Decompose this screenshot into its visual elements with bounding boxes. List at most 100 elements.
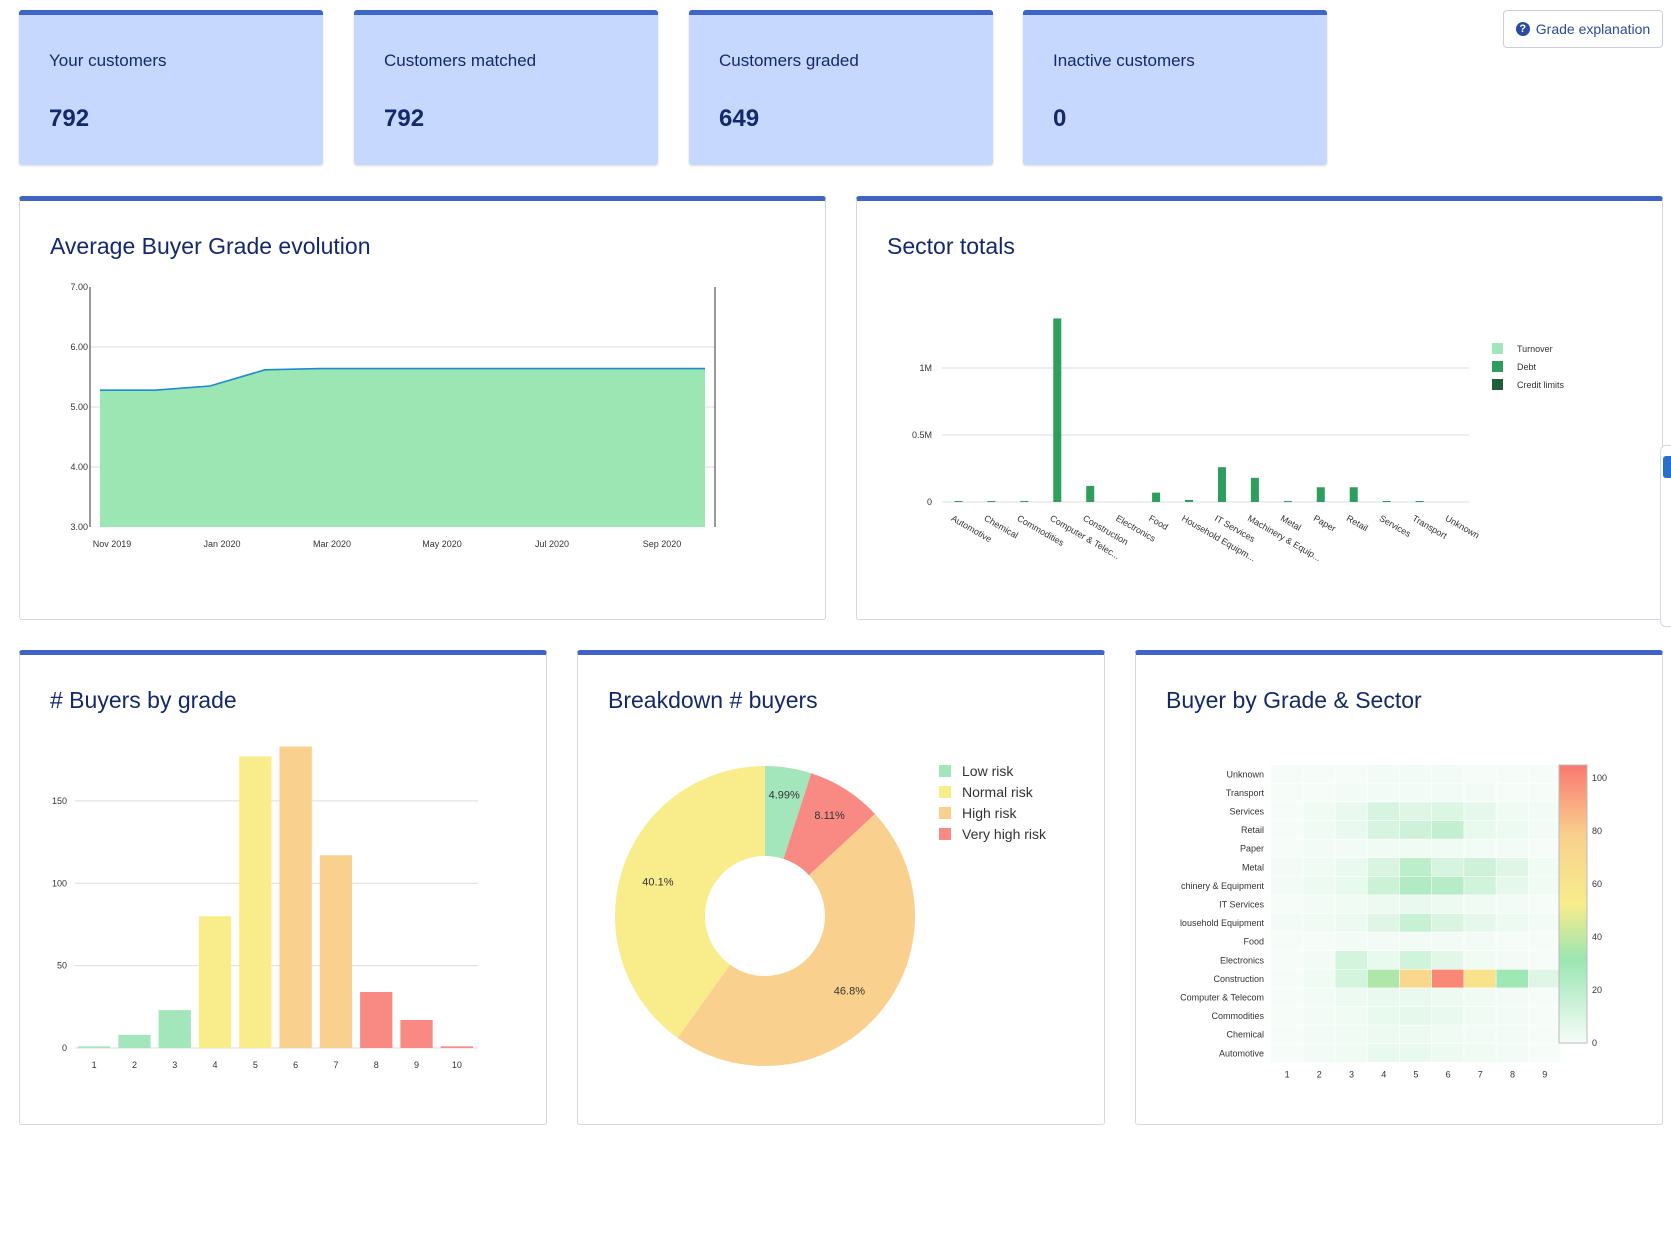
kpi-card-customers-matched: Customers matched 792 <box>354 10 658 165</box>
heatmap-cell <box>1335 969 1367 988</box>
heatmap-cell <box>1496 802 1528 821</box>
heatmap-cell <box>1303 988 1335 1007</box>
heatmap-cell <box>1496 913 1528 932</box>
heatmap-cell <box>1496 820 1528 839</box>
colorbar-tick-label: 20 <box>1592 985 1602 995</box>
x-tick-label: Food <box>1147 513 1170 532</box>
grade-explanation-button[interactable]: ? Grade explanation <box>1503 10 1663 48</box>
donut-slice <box>765 766 812 859</box>
heatmap-cell <box>1528 969 1561 988</box>
grade-evolution-chart[interactable]: 3.00 4.00 5.00 6.00 7.00 Nov 2019 Jan 2020 Mar … <box>20 261 825 621</box>
kpi-label: Your customers <box>49 51 167 70</box>
heatmap-cell <box>1271 820 1303 839</box>
heatmap-cell <box>1528 1044 1561 1062</box>
heatmap-cell <box>1528 765 1561 783</box>
heatmap-cell <box>1271 839 1303 858</box>
kpi-label: Customers graded <box>719 51 859 70</box>
heatmap-cell <box>1496 932 1528 951</box>
buyers-by-grade-chart[interactable]: 0 50 100 150 1 2 3 4 5 6 7 8 9 10 <box>20 715 546 1125</box>
y-tick-label: Food <box>1243 937 1264 947</box>
grade-bar <box>400 1019 433 1048</box>
heatmap-cell <box>1303 969 1335 988</box>
heatmap-cell <box>1496 858 1528 876</box>
heatmap-cell <box>1271 1006 1303 1025</box>
heatmap-cell <box>1464 765 1496 783</box>
heatmap-cell <box>1496 969 1528 988</box>
colorbar-tick-label: 100 <box>1592 773 1607 783</box>
heatmap-cell <box>1335 895 1367 914</box>
heatmap-cell <box>1271 783 1303 802</box>
sector-bar <box>1217 467 1226 502</box>
y-tick-label: Construction <box>1213 974 1264 984</box>
breakdown-buyers-chart[interactable]: 4.99% 8.11% 46.8% 40.1% Low risk Normal risk H… <box>578 715 1104 1125</box>
heatmap-cell <box>1399 1044 1432 1062</box>
grade-bar <box>239 756 272 1048</box>
x-tick-label: Transport <box>1411 513 1449 541</box>
heatmap-cell <box>1528 951 1561 969</box>
slice-label: 40.1% <box>642 877 673 889</box>
heatmap-cell <box>1496 839 1528 858</box>
heatmap-cell <box>1528 988 1561 1007</box>
heatmap-cell <box>1367 802 1400 821</box>
heatmap-cell <box>1432 839 1464 858</box>
heatmap-cell <box>1367 932 1400 951</box>
heatmap-cell <box>1271 765 1303 783</box>
kpi-value: 792 <box>49 105 90 132</box>
heatmap-cell <box>1464 1025 1496 1044</box>
grade-bar <box>319 855 353 1048</box>
grade-line <box>100 367 705 391</box>
heatmap-cell <box>1464 1044 1496 1062</box>
legend-swatch <box>939 765 951 777</box>
y-tick-label: Metal <box>1242 862 1264 872</box>
kpi-label: Inactive customers <box>1053 51 1195 70</box>
x-tick-label: 4 <box>1381 1070 1386 1080</box>
heatmap-cell <box>1496 895 1528 914</box>
panel-title: Sector totals <box>887 233 1015 259</box>
grade-sector-heatmap-chart[interactable]: Automotive Chemical Commodities Computer & … <box>1136 715 1662 1125</box>
heatmap-cell <box>1432 1006 1464 1025</box>
sector-bar <box>1283 501 1292 502</box>
sector-totals-chart[interactable]: 00.5M1MAutomotiveChemicalCommoditiesComp… <box>857 261 1662 621</box>
heatmap-cell <box>1432 876 1464 895</box>
colorbar-tick-label: 40 <box>1592 932 1602 942</box>
legend-swatch <box>939 807 951 819</box>
heatmap-cell <box>1464 858 1496 876</box>
heatmap-cell <box>1303 1006 1335 1025</box>
panel-title: Buyer by Grade & Sector <box>1166 687 1422 713</box>
heatmap-cell <box>1399 932 1432 951</box>
heatmap-cell <box>1303 858 1335 876</box>
heatmap-cell <box>1303 932 1335 951</box>
heatmap-cell <box>1399 858 1432 876</box>
panel-title: Average Buyer Grade evolution <box>50 233 371 259</box>
kpi-card-inactive-customers: Inactive customers 0 <box>1023 10 1327 165</box>
heatmap-cell <box>1271 932 1303 951</box>
heatmap-cell <box>1335 858 1367 876</box>
x-tick-label: 3 <box>1349 1070 1354 1080</box>
heatmap-cell <box>1464 820 1496 839</box>
heatmap-cell <box>1271 1044 1303 1062</box>
heatmap-cell <box>1271 969 1303 988</box>
heatmap-cell <box>1464 951 1496 969</box>
heatmap-cell <box>1399 820 1432 839</box>
heatmap-cell <box>1335 1044 1367 1062</box>
grade-area <box>100 368 705 527</box>
colorbar <box>1558 764 1588 1044</box>
heatmap-cell <box>1432 932 1464 951</box>
y-tick-label: Unknown <box>1226 769 1264 779</box>
side-feedback-tab[interactable] <box>1660 445 1671 627</box>
heatmap-cell <box>1528 913 1561 932</box>
heatmap-cell <box>1496 951 1528 969</box>
grade-bar <box>158 1010 191 1048</box>
sector-bar <box>987 501 996 502</box>
slice-label: 46.8% <box>834 985 865 997</box>
y-tick-label: Electronics <box>1220 955 1265 965</box>
x-tick-label: 2 <box>132 1060 137 1070</box>
kpi-value: 649 <box>719 105 760 132</box>
heatmap-cell <box>1399 951 1432 969</box>
heatmap-cell <box>1432 895 1464 914</box>
donut-slice <box>677 814 916 1067</box>
heatmap-cell <box>1335 988 1367 1007</box>
y-tick-label: 0 <box>927 497 932 507</box>
heatmap-cell <box>1464 988 1496 1007</box>
sector-bar <box>1053 318 1062 502</box>
